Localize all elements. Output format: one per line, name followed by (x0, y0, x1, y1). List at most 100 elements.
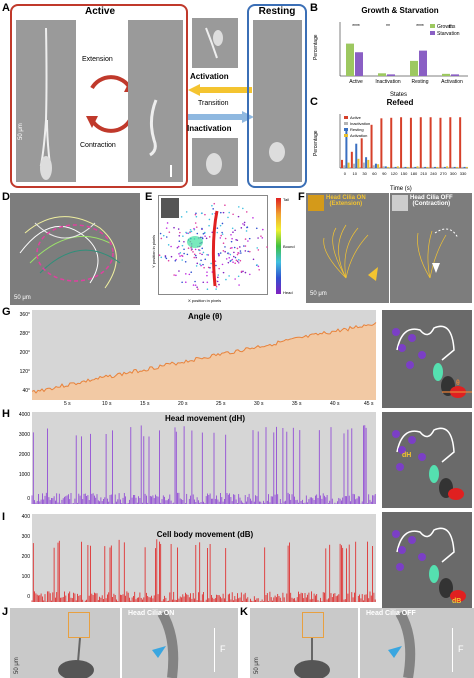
bar-active-270 (439, 117, 442, 168)
trajectory-point (232, 213, 234, 216)
trajectory-point (184, 260, 187, 263)
trajectory-point (194, 284, 197, 286)
g-xtick: 15 s (140, 401, 150, 407)
bar-activation-240 (436, 166, 439, 168)
trajectory-point (183, 252, 185, 255)
trajectory-point (206, 274, 208, 277)
trajectory-point (201, 247, 204, 250)
bar-resting-60 (374, 163, 377, 168)
resting-cell-image (253, 20, 302, 182)
bar-resting-270 (443, 166, 446, 168)
trajectory-point (195, 212, 197, 215)
panel-label-g: G (2, 306, 11, 318)
trajectory-point (244, 250, 247, 252)
trajectory-point (210, 262, 212, 265)
cilia-on-label: Head Cilia ON (Extension) (326, 195, 366, 207)
g-ytick: 40° (22, 388, 30, 394)
c-xtick: 150 (401, 171, 408, 176)
trajectory-point (194, 254, 197, 257)
trajectory-point (227, 216, 229, 219)
trajectory-point (231, 237, 233, 240)
trajectory-point (165, 227, 168, 229)
trajectory-point (225, 278, 227, 281)
scale-label: 50 μm (310, 291, 327, 297)
trajectory-point (229, 247, 232, 250)
trajectory-point (204, 231, 206, 234)
trajectory-point (224, 237, 227, 240)
active-extended-cell-image: 50 μm (16, 20, 76, 182)
g-xtick: 25 s (216, 401, 226, 407)
trajectory-point (202, 232, 205, 235)
bar-inactivation-300 (451, 166, 454, 168)
trajectory-point (217, 253, 220, 255)
trajectory-point (239, 246, 241, 248)
trajectory-point (162, 234, 165, 237)
trajectory-point (201, 253, 203, 256)
angle-title: Angle (θ) (187, 312, 223, 321)
head-movement-trace (31, 425, 376, 504)
trajectory-point (178, 270, 180, 272)
trajectory-point (189, 231, 191, 234)
colorbar-bound: Bound (283, 244, 295, 249)
bar-activation-180 (416, 166, 419, 168)
trajectory-point (231, 258, 234, 261)
h-ytick: 2000 (18, 452, 30, 458)
trajectory-point (248, 237, 251, 240)
trajectory-point (160, 256, 163, 259)
db-label: dB (452, 598, 462, 605)
g-xtick: 5 s (64, 401, 71, 407)
zoom-box (68, 612, 90, 638)
trajectory-point (195, 226, 198, 228)
trajectory-point (173, 226, 175, 229)
cilia-on-microscope-overview: 50 μm (10, 608, 120, 678)
transition-cell-bottom (192, 138, 238, 186)
trajectory-point (167, 259, 170, 262)
e-plot-area (158, 195, 268, 295)
trajectory-point (220, 234, 222, 237)
trajectory-point (257, 249, 260, 251)
c-xtick: 60 (372, 171, 377, 176)
trajectory-point (193, 253, 196, 256)
trajectory-point (195, 215, 198, 218)
i-ytick: 0 (27, 594, 30, 600)
trajectory-point (231, 246, 233, 249)
force-arrow-down (452, 628, 453, 672)
trajectory-point (199, 252, 201, 255)
trajectory-point (194, 222, 197, 224)
trajectory-point (202, 251, 205, 254)
bar-growth-inactivation (378, 73, 386, 76)
trajectory-point (256, 247, 259, 249)
bar-active-120 (390, 117, 393, 168)
bar-starvation-inactivation (387, 74, 395, 76)
angle-schematic: θ (382, 310, 472, 408)
bar-starvation-active (355, 52, 363, 76)
g-xtick: 40 s (330, 401, 340, 407)
trajectory-point (201, 237, 204, 240)
trajectory-point (232, 261, 234, 263)
trajectory-point (211, 213, 214, 215)
trajectory-point (228, 257, 231, 259)
trajectory-point (170, 255, 173, 258)
trajectory-point (186, 253, 189, 256)
bar-activation-10 (357, 158, 360, 168)
bar-starvation-resting (419, 50, 427, 76)
legend-swatch (430, 31, 435, 35)
scale-label: 50 μm (14, 295, 31, 301)
trajectory-point (247, 240, 249, 242)
extension-label: Extension (82, 56, 113, 63)
trajectory-point (187, 232, 190, 235)
legend-swatch (430, 24, 435, 28)
trajectory-point (221, 233, 224, 235)
bar-active-330 (459, 117, 462, 168)
cilia-on-label: Head Cilia ON (128, 610, 175, 617)
trajectory-point (178, 234, 181, 237)
bar-activation-120 (396, 166, 399, 168)
trajectory-point (257, 265, 260, 268)
b-xtick: Resting (412, 79, 429, 85)
c-xtick: 300 (450, 171, 457, 176)
trajectory-point (227, 261, 230, 264)
growth-starvation-chart: Active **** Inactivation ** Resting **** Activ… (339, 22, 468, 85)
resting-title: Resting (258, 6, 296, 17)
head-cilia-on-image: Head Cilia ON (Extension) 50 μm (306, 193, 389, 303)
panel-label-h: H (2, 408, 10, 420)
